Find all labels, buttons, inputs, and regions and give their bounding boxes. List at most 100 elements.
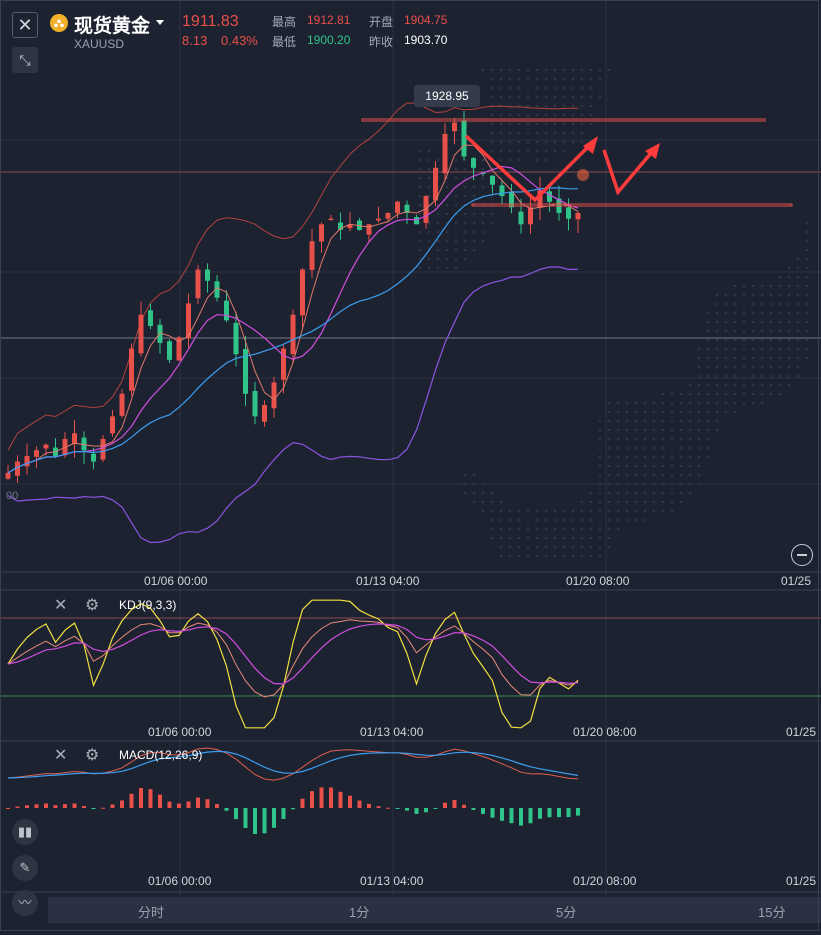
kdj-close-icon[interactable]: ✕ — [54, 597, 68, 614]
macd-bar — [490, 808, 495, 818]
map-dot — [796, 320, 800, 324]
map-dot — [526, 77, 530, 81]
map-dot — [589, 113, 593, 117]
map-dot — [661, 446, 665, 450]
candle — [167, 341, 172, 360]
map-dot — [715, 329, 719, 333]
map-dot — [661, 482, 665, 486]
candle — [528, 207, 533, 225]
map-dot — [769, 356, 773, 360]
indicator-icon: 〰 — [18, 895, 32, 910]
map-dot — [571, 140, 575, 144]
dropdown-caret-icon[interactable] — [156, 20, 164, 25]
candle — [319, 224, 324, 242]
map-dot — [580, 95, 584, 99]
gear-icon[interactable]: ⚙ — [85, 597, 100, 614]
map-dot — [571, 509, 575, 513]
map-dot — [679, 428, 683, 432]
map-dot — [769, 338, 773, 342]
map-dot — [580, 536, 584, 540]
map-dot — [688, 482, 692, 486]
map-dot — [535, 140, 539, 144]
map-dot — [805, 230, 809, 234]
map-dot — [508, 158, 512, 162]
map-dot — [580, 104, 584, 108]
shrink-button[interactable]: ⤡ — [12, 47, 38, 73]
map-dot — [454, 266, 458, 270]
candle — [91, 453, 96, 462]
map-dot — [616, 455, 620, 459]
map-dot — [769, 374, 773, 378]
candle — [499, 185, 505, 197]
map-dot — [652, 491, 656, 495]
map-dot — [706, 428, 710, 432]
map-dot — [553, 104, 557, 108]
candle — [566, 207, 571, 219]
map-dot — [517, 86, 521, 90]
map-dot — [598, 518, 602, 522]
map-dot — [643, 491, 647, 495]
timeframe-tab[interactable]: 1分 — [349, 905, 370, 920]
macd-x-label: 01/06 00:00 — [148, 874, 212, 888]
map-dot — [544, 140, 548, 144]
draw-button[interactable]: ✎ — [12, 855, 38, 881]
arrow-head — [645, 143, 660, 159]
macd-bar — [538, 808, 542, 819]
map-dot — [535, 113, 539, 117]
map-dot — [580, 140, 584, 144]
close-button[interactable]: ✕ — [12, 12, 38, 38]
map-dot — [535, 122, 539, 126]
kdj-k-line — [7, 619, 579, 698]
map-dot — [643, 500, 647, 504]
zoom-out-icon[interactable] — [791, 544, 813, 566]
map-dot — [769, 320, 773, 324]
map-dot — [805, 257, 809, 261]
map-dot — [787, 383, 791, 387]
macd-close-icon[interactable]: ✕ — [54, 747, 68, 764]
map-dot — [688, 419, 692, 423]
timeframe-tab[interactable]: 分时 — [138, 905, 165, 920]
map-dot — [472, 491, 476, 495]
map-dot — [571, 131, 575, 135]
map-dot — [580, 527, 584, 531]
map-dot — [670, 482, 674, 486]
map-dot — [598, 95, 602, 99]
map-dot — [769, 284, 773, 288]
map-dot — [715, 428, 719, 432]
indicator-button[interactable]: 〰 — [12, 890, 38, 916]
map-dot — [571, 86, 575, 90]
map-dot — [490, 518, 494, 522]
map-dot — [607, 464, 611, 468]
main-x-label: 01/25 — [781, 574, 812, 588]
instrument-title[interactable]: 现货黄金 — [74, 16, 151, 37]
map-dot — [535, 509, 539, 513]
map-dot — [742, 320, 746, 324]
map-dot — [679, 419, 683, 423]
candles-button[interactable]: ▮▮ — [12, 819, 38, 845]
map-dot — [427, 149, 431, 153]
macd-bar — [15, 806, 20, 808]
timeframe-tab[interactable]: 15分 — [758, 905, 786, 920]
map-dot — [544, 113, 548, 117]
map-dot — [436, 212, 440, 216]
candle — [366, 224, 372, 235]
gear-icon[interactable]: ⚙ — [85, 747, 100, 764]
map-dot — [697, 455, 701, 459]
map-dot — [499, 86, 503, 90]
map-dot — [679, 482, 683, 486]
timeframe-tab[interactable]: 5分 — [556, 905, 577, 920]
map-dot — [436, 230, 440, 234]
map-dot — [679, 437, 683, 441]
candle — [385, 212, 391, 219]
main-x-label: 01/13 04:00 — [356, 574, 420, 588]
map-dot — [625, 428, 629, 432]
map-dot — [796, 311, 800, 315]
map-dot — [490, 113, 494, 117]
map-dot — [742, 347, 746, 351]
map-dot — [427, 266, 431, 270]
map-dot — [661, 401, 665, 405]
map-dot — [742, 383, 746, 387]
bollinger-upper — [7, 102, 578, 451]
map-dot — [733, 329, 737, 333]
